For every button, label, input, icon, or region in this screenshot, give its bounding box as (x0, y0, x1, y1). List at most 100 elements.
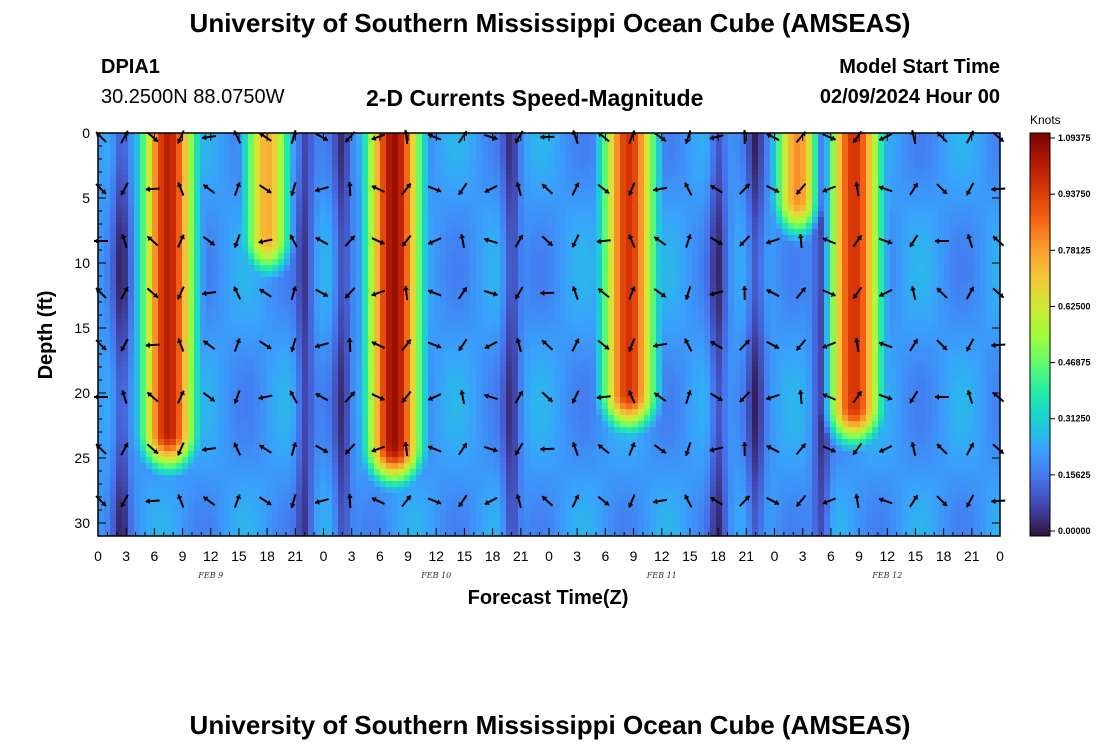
heatmap-cell (962, 319, 969, 326)
heatmap-cell (566, 145, 573, 152)
heatmap-cell (824, 325, 831, 332)
heatmap-cell (956, 133, 963, 140)
heatmap-cell (578, 187, 585, 194)
heatmap-cell (338, 145, 345, 152)
heatmap-cell (344, 163, 351, 170)
heatmap-cell (992, 139, 999, 146)
heatmap-cell (578, 283, 585, 290)
heatmap-cell (284, 175, 291, 182)
heatmap-cell (740, 157, 747, 164)
heatmap-cell (254, 277, 261, 284)
heatmap-cell (746, 175, 753, 182)
heatmap-cell (446, 139, 453, 146)
heatmap-cell (632, 241, 639, 248)
heatmap-cell (374, 247, 381, 254)
heatmap-cell (116, 235, 123, 242)
heatmap-cell (644, 319, 651, 326)
heatmap-cell (458, 253, 465, 260)
heatmap-cell (938, 295, 945, 302)
heatmap-cell (380, 313, 387, 320)
heatmap-cell (410, 217, 417, 224)
heatmap-cell (248, 193, 255, 200)
heatmap-cell (410, 163, 417, 170)
heatmap-cell (422, 151, 429, 158)
heatmap-cell (656, 217, 663, 224)
heatmap-cell (170, 325, 177, 332)
heatmap-cell (944, 169, 951, 176)
heatmap-cell (632, 187, 639, 194)
heatmap-cell (314, 205, 321, 212)
heatmap-cell (830, 163, 837, 170)
heatmap-cell (302, 307, 309, 314)
heatmap-cell (446, 313, 453, 320)
heatmap-cell (440, 205, 447, 212)
heatmap-cell (668, 133, 675, 140)
heatmap-cell (182, 205, 189, 212)
heatmap-cell (146, 175, 153, 182)
heatmap-cell (416, 145, 423, 152)
heatmap-cell (230, 193, 237, 200)
heatmap-cell (938, 187, 945, 194)
heatmap-cell (338, 163, 345, 170)
heatmap-cell (680, 247, 687, 254)
heatmap-cell (200, 199, 207, 206)
heatmap-cell (764, 259, 771, 266)
heatmap-cell (872, 307, 879, 314)
heatmap-cell (218, 217, 225, 224)
heatmap-cell (182, 187, 189, 194)
heatmap-cell (500, 301, 507, 308)
heatmap-cell (380, 307, 387, 314)
heatmap-cell (266, 163, 273, 170)
heatmap-cell (944, 163, 951, 170)
heatmap-cell (164, 169, 171, 176)
heatmap-cell (104, 313, 111, 320)
heatmap-cell (296, 247, 303, 254)
heatmap-cell (770, 211, 777, 218)
heatmap-cell (326, 223, 333, 230)
heatmap-cell (200, 175, 207, 182)
heatmap-cell (128, 283, 135, 290)
heatmap-cell (620, 187, 627, 194)
heatmap-cell (674, 217, 681, 224)
heatmap-cell (638, 217, 645, 224)
heatmap-cell (242, 229, 249, 236)
heatmap-cell (296, 139, 303, 146)
heatmap-cell (236, 193, 243, 200)
heatmap-cell (356, 307, 363, 314)
heatmap-cell (722, 163, 729, 170)
heatmap-cell (866, 289, 873, 296)
heatmap-cell (974, 157, 981, 164)
heatmap-cell (956, 163, 963, 170)
heatmap-cell (722, 319, 729, 326)
heatmap-cell (134, 229, 141, 236)
heatmap-cell (452, 277, 459, 284)
heatmap-cell (320, 265, 327, 272)
heatmap-cell (134, 241, 141, 248)
heatmap-cell (128, 133, 135, 140)
heatmap-cell (194, 289, 201, 296)
heatmap-cell (782, 217, 789, 224)
heatmap-cell (644, 241, 651, 248)
heatmap-cell (242, 295, 249, 302)
heatmap-cell (662, 175, 669, 182)
heatmap-cell (746, 241, 753, 248)
heatmap-cell (122, 283, 129, 290)
heatmap-cell (464, 319, 471, 326)
heatmap-cell (716, 271, 723, 278)
heatmap-cell (332, 229, 339, 236)
heatmap-cell (572, 271, 579, 278)
heatmap-cell (170, 187, 177, 194)
heatmap-cell (356, 163, 363, 170)
heatmap-cell (392, 241, 399, 248)
heatmap-cell (242, 313, 249, 320)
heatmap-cell (764, 181, 771, 188)
heatmap-cell (542, 277, 549, 284)
heatmap-cell (344, 157, 351, 164)
heatmap-cell (620, 163, 627, 170)
heatmap-cell (692, 217, 699, 224)
heatmap-cell (674, 145, 681, 152)
heatmap-cell (692, 265, 699, 272)
heatmap-cell (632, 253, 639, 260)
heatmap-cell (548, 277, 555, 284)
heatmap-cell (188, 139, 195, 146)
